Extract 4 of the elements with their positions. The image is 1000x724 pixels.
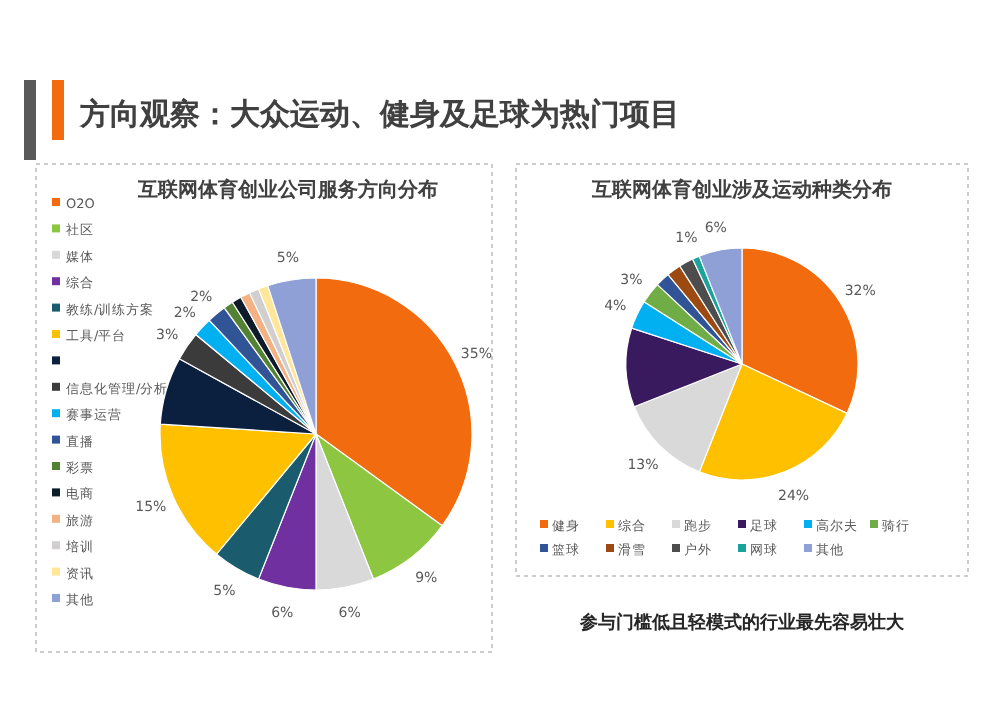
text: 方向观察：大众运动、健身及足球为热门项目	[78, 96, 680, 132]
chart-title: 互联网体育创业涉及运动种类分布	[590, 178, 892, 202]
text: 互联网体育创业公司服务方向分布	[136, 178, 438, 202]
text: 参与门槛低且轻模式的行业最先容易壮大	[578, 612, 906, 634]
